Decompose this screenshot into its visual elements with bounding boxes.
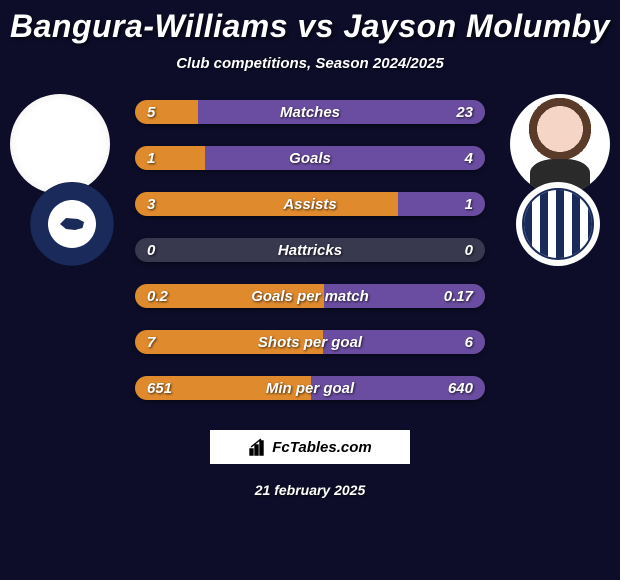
date-label: 21 february 2025 — [0, 482, 620, 498]
watermark-text: FcTables.com — [272, 439, 371, 456]
club-left-badge — [30, 182, 114, 266]
stat-label: Goals — [135, 150, 485, 167]
stat-bars: 523Matches 14Goals 31Assists 00Hattricks 0.2… — [135, 100, 485, 400]
stat-label: Matches — [135, 104, 485, 121]
stat-row: 0.20.17Goals per match — [135, 284, 485, 308]
chart-icon — [248, 437, 268, 457]
stat-row: 76Shots per goal — [135, 330, 485, 354]
page-title: Bangura-Williams vs Jayson Molumby — [0, 0, 620, 45]
stat-label: Goals per match — [135, 288, 485, 305]
player-right-photo — [510, 94, 610, 194]
stat-row: 651640Min per goal — [135, 376, 485, 400]
stat-label: Min per goal — [135, 380, 485, 397]
stat-label: Shots per goal — [135, 334, 485, 351]
club-right-badge — [516, 182, 600, 266]
stat-label: Assists — [135, 196, 485, 213]
player-left-photo — [10, 94, 110, 194]
stat-label: Hattricks — [135, 242, 485, 259]
stat-row: 523Matches — [135, 100, 485, 124]
stat-row: 00Hattricks — [135, 238, 485, 262]
watermark: FcTables.com — [210, 430, 410, 464]
stat-row: 31Assists — [135, 192, 485, 216]
stat-row: 14Goals — [135, 146, 485, 170]
subtitle: Club competitions, Season 2024/2025 — [0, 55, 620, 72]
comparison-panel: 523Matches 14Goals 31Assists 00Hattricks 0.2… — [0, 100, 620, 400]
